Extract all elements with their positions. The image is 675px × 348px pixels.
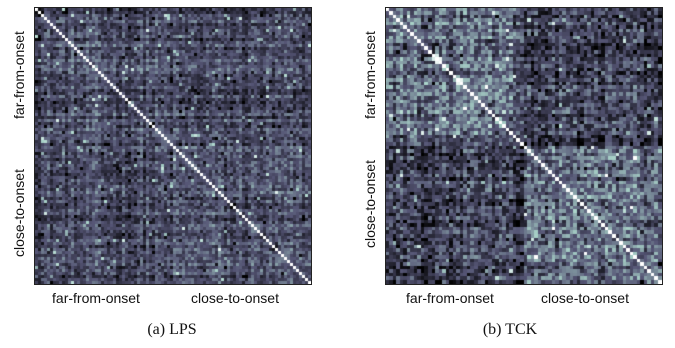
y-tick-label-close: close-to-onset	[362, 160, 378, 248]
caption-tck: (b) TCK	[482, 321, 538, 338]
x-tick-label-close: close-to-onset	[191, 290, 279, 306]
heatmap-tck-cells	[386, 8, 662, 284]
caption-lps: (a) LPS	[147, 321, 197, 338]
x-tick-label-far: far-from-onset	[406, 290, 494, 306]
panel-lps: far-from-onset close-to-onset far-from-o…	[0, 0, 312, 348]
x-tick-label-far: far-from-onset	[52, 290, 140, 306]
y-tick-label-close: close-to-onset	[11, 169, 27, 257]
x-tick-label-close: close-to-onset	[541, 290, 629, 306]
heatmap-lps-cells	[35, 8, 311, 284]
panel-tck: far-from-onset close-to-onset far-from-o…	[353, 0, 663, 348]
y-tick-label-far: far-from-onset	[11, 31, 27, 119]
heatmap-tck	[385, 7, 663, 285]
heatmap-lps	[34, 7, 312, 285]
y-tick-label-far: far-from-onset	[362, 31, 378, 119]
